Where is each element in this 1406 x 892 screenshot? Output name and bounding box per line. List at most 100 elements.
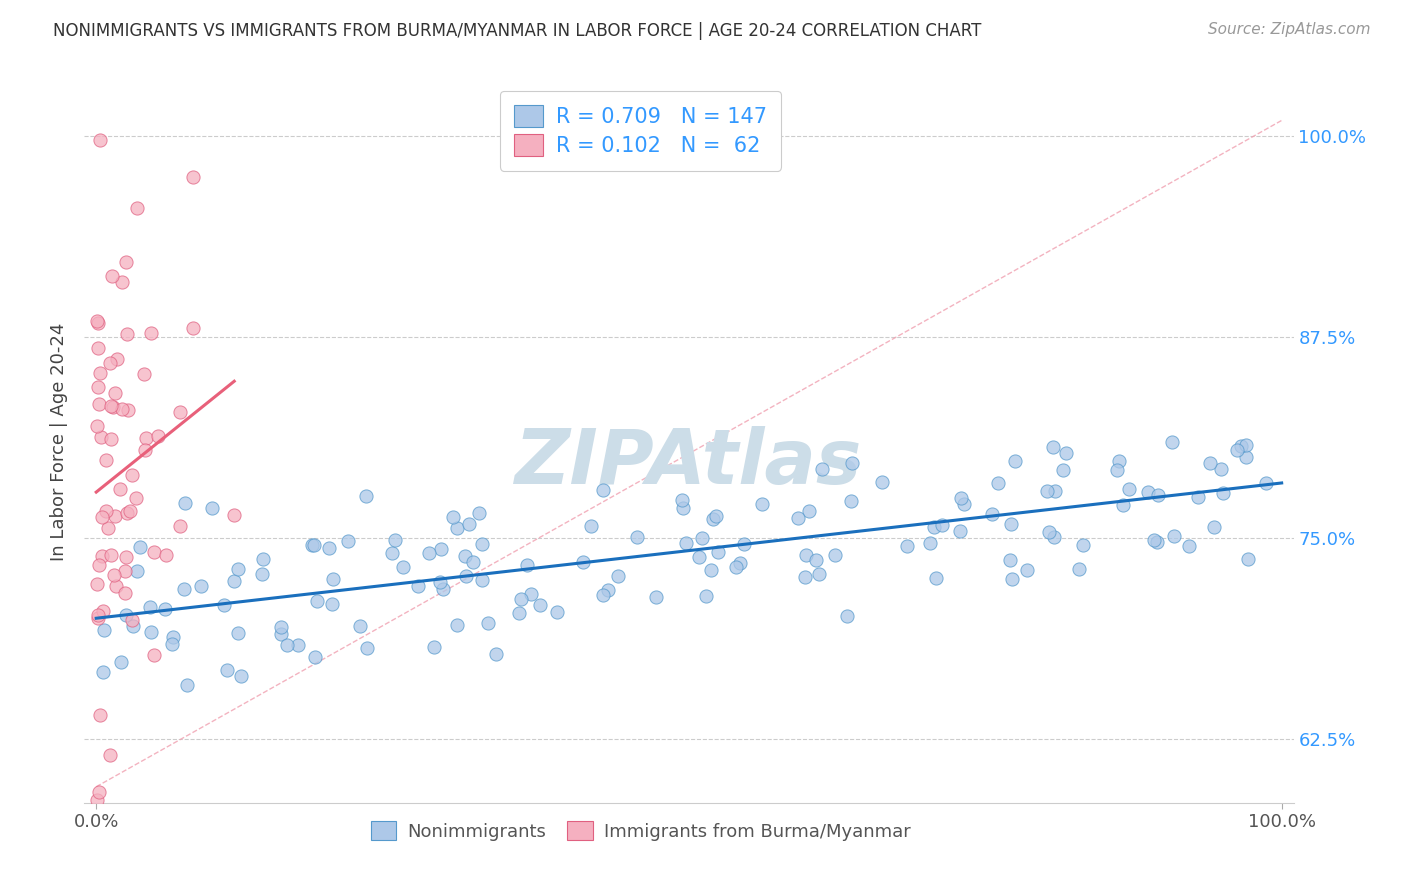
Point [1043, 483, 1066, 498]
Point [120, 504, 142, 518]
Point [117, 403, 139, 417]
Point [1071, 537, 1094, 551]
Point [141, 326, 163, 340]
Point [839, 494, 862, 508]
Point [787, 511, 810, 525]
Point [381, 546, 404, 560]
Point [101, 400, 124, 414]
Text: NONIMMIGRANTS VS IMMIGRANTS FROM BURMA/MYANMAR IN LABOR FORCE | AGE 20-24 CORREL: NONIMMIGRANTS VS IMMIGRANTS FROM BURMA/M… [53, 22, 981, 40]
Point [87, 610, 110, 624]
Point [100, 399, 122, 413]
Point [110, 402, 132, 417]
Point [1105, 463, 1128, 477]
Point [870, 475, 893, 490]
Point [1226, 443, 1249, 458]
Point [86, 793, 108, 807]
Point [100, 433, 122, 447]
Point [1161, 434, 1184, 449]
Point [675, 535, 697, 549]
Point [987, 475, 1010, 490]
Point [115, 254, 138, 268]
Point [794, 549, 817, 563]
Point [1212, 485, 1234, 500]
Point [307, 594, 329, 608]
Point [794, 569, 817, 583]
Point [121, 613, 143, 627]
Point [124, 491, 146, 506]
Point [135, 431, 157, 445]
Point [105, 351, 128, 366]
Point [121, 467, 143, 482]
Point [392, 560, 415, 574]
Point [91, 604, 114, 618]
Point [1015, 562, 1038, 576]
Point [93, 623, 115, 637]
Point [1143, 533, 1166, 547]
Point [250, 566, 273, 581]
Point [1187, 491, 1209, 505]
Point [1112, 499, 1135, 513]
Point [86, 316, 108, 330]
Point [1237, 552, 1260, 566]
Point [142, 648, 165, 662]
Point [201, 501, 224, 516]
Point [457, 516, 479, 531]
Point [950, 491, 973, 505]
Point [510, 591, 533, 606]
Point [153, 601, 176, 615]
Point [226, 626, 249, 640]
Point [89, 707, 111, 722]
Point [432, 582, 454, 596]
Point [86, 577, 108, 591]
Point [122, 619, 145, 633]
Point [155, 548, 177, 562]
Point [626, 530, 648, 544]
Point [1136, 485, 1159, 500]
Point [181, 321, 204, 335]
Point [1001, 572, 1024, 586]
Point [1000, 517, 1022, 532]
Point [1230, 439, 1253, 453]
Point [97, 521, 120, 535]
Point [173, 496, 195, 510]
Point [579, 518, 602, 533]
Point [516, 558, 538, 572]
Point [169, 519, 191, 533]
Point [322, 573, 344, 587]
Point [695, 589, 717, 603]
Point [87, 341, 110, 355]
Point [89, 396, 111, 410]
Point [607, 569, 630, 583]
Point [707, 544, 730, 558]
Point [105, 578, 128, 592]
Point [100, 548, 122, 562]
Point [304, 650, 326, 665]
Point [384, 533, 406, 548]
Point [454, 549, 477, 563]
Text: Source: ZipAtlas.com: Source: ZipAtlas.com [1208, 22, 1371, 37]
Point [115, 326, 138, 341]
Point [148, 429, 170, 443]
Point [222, 574, 245, 589]
Point [1147, 488, 1170, 502]
Point [1036, 484, 1059, 499]
Point [896, 539, 918, 553]
Point [598, 582, 620, 597]
Point [86, 314, 108, 328]
Point [108, 482, 131, 496]
Point [276, 638, 298, 652]
Point [922, 519, 945, 533]
Legend: Nonimmigrants, Immigrants from Burma/Myanmar: Nonimmigrants, Immigrants from Burma/Mya… [364, 814, 918, 848]
Point [1163, 529, 1185, 543]
Point [918, 535, 941, 549]
Point [86, 380, 108, 394]
Point [751, 497, 773, 511]
Point [226, 562, 249, 576]
Point [114, 550, 136, 565]
Point [94, 503, 117, 517]
Point [301, 538, 323, 552]
Point [924, 571, 946, 585]
Point [471, 536, 494, 550]
Point [671, 493, 693, 508]
Point [1146, 535, 1168, 549]
